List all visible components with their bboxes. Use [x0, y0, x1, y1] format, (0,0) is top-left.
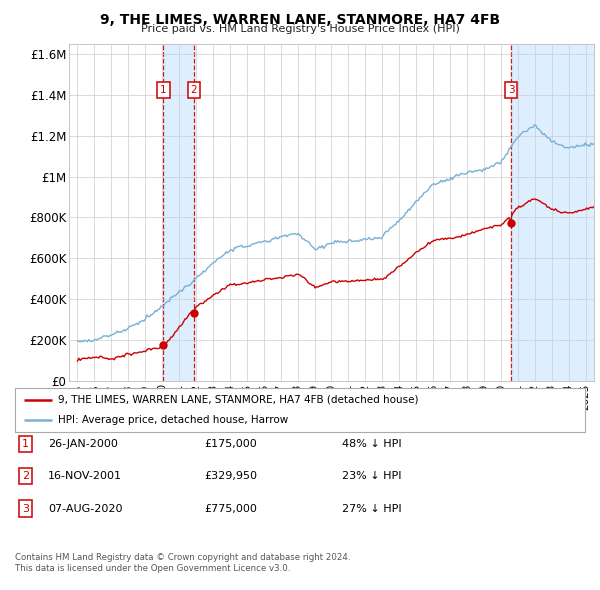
Text: 23% ↓ HPI: 23% ↓ HPI [342, 471, 401, 481]
Text: £329,950: £329,950 [204, 471, 257, 481]
Text: 16-NOV-2001: 16-NOV-2001 [48, 471, 122, 481]
Text: 27% ↓ HPI: 27% ↓ HPI [342, 504, 401, 513]
Text: 26-JAN-2000: 26-JAN-2000 [48, 439, 118, 448]
Text: 2: 2 [191, 85, 197, 95]
Text: HPI: Average price, detached house, Harrow: HPI: Average price, detached house, Harr… [58, 415, 288, 425]
Text: 1: 1 [22, 439, 29, 448]
Text: 1: 1 [160, 85, 167, 95]
Text: £175,000: £175,000 [204, 439, 257, 448]
Text: £775,000: £775,000 [204, 504, 257, 513]
Text: Price paid vs. HM Land Registry's House Price Index (HPI): Price paid vs. HM Land Registry's House … [140, 24, 460, 34]
Text: 3: 3 [22, 504, 29, 513]
Text: 07-AUG-2020: 07-AUG-2020 [48, 504, 122, 513]
Text: 9, THE LIMES, WARREN LANE, STANMORE, HA7 4FB: 9, THE LIMES, WARREN LANE, STANMORE, HA7… [100, 13, 500, 27]
Bar [163, 44, 194, 381]
Text: This data is licensed under the Open Government Licence v3.0.: This data is licensed under the Open Gov… [15, 565, 290, 573]
Bar [511, 44, 594, 381]
Text: 2: 2 [22, 471, 29, 481]
Text: 48% ↓ HPI: 48% ↓ HPI [342, 439, 401, 448]
Text: 3: 3 [508, 85, 514, 95]
Text: 9, THE LIMES, WARREN LANE, STANMORE, HA7 4FB (detached house): 9, THE LIMES, WARREN LANE, STANMORE, HA7… [58, 395, 418, 405]
Text: Contains HM Land Registry data © Crown copyright and database right 2024.: Contains HM Land Registry data © Crown c… [15, 553, 350, 562]
